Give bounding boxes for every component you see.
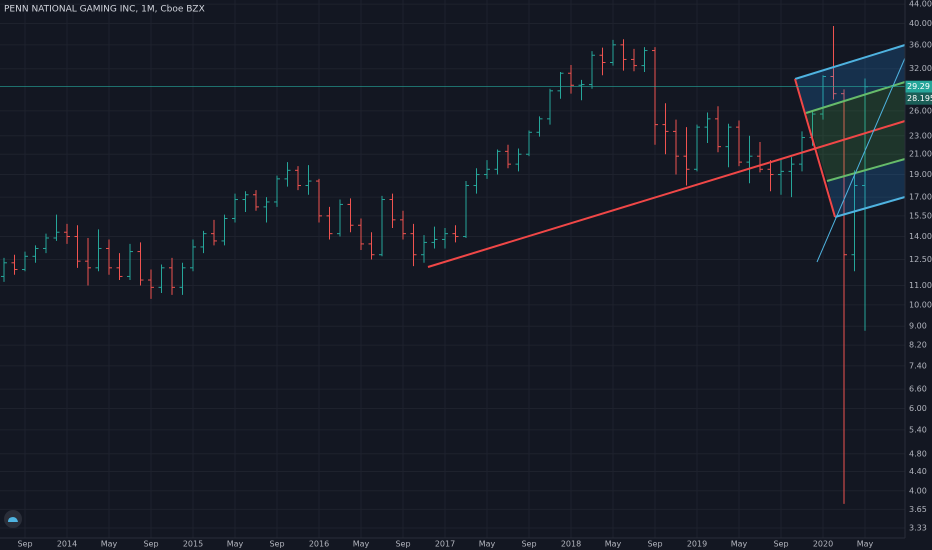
y-tick-label: 5.40 (909, 425, 927, 434)
last-price-box (905, 80, 932, 93)
x-tick-label: 2016 (309, 540, 329, 549)
x-tick-label: Sep (773, 540, 788, 549)
x-tick-label: Sep (143, 540, 158, 549)
y-tick-label: 14.00 (909, 232, 932, 241)
x-tick-label: Sep (521, 540, 536, 549)
y-tick-label: 6.60 (909, 385, 927, 394)
x-tick-label: Sep (395, 540, 410, 549)
y-tick-label: 40.00 (909, 19, 932, 28)
y-tick-label: 4.00 (909, 486, 927, 495)
x-tick-label: May (353, 540, 370, 549)
bars (1, 26, 868, 504)
x-tick-label: May (857, 540, 874, 549)
y-tick-label: 6.00 (909, 404, 927, 413)
x-tick-label: Sep (17, 540, 32, 549)
x-tick-label: 2014 (57, 540, 77, 549)
x-tick-label: Sep (269, 540, 284, 549)
y-tick-label: 11.00 (909, 281, 932, 290)
y-tick-label: 26.00 (909, 106, 932, 115)
y-tick-label: 23.00 (909, 131, 932, 140)
y-tick-label: 12.50 (909, 255, 932, 264)
x-tick-label: Sep (647, 540, 662, 549)
y-tick-label: 9.00 (909, 322, 927, 331)
chart-title: PENN NATIONAL GAMING INC, 1M, Cboe BZX (4, 5, 205, 15)
secondary-box (905, 92, 932, 105)
x-tick-label: May (731, 540, 748, 549)
y-tick-label: 10.00 (909, 300, 932, 309)
x-tick-label: May (227, 540, 244, 549)
y-tick-label: 32.00 (909, 64, 932, 73)
y-tick-label: 3.65 (909, 505, 927, 514)
y-tick-label: 7.40 (909, 361, 927, 370)
y-tick-label: 4.40 (909, 467, 927, 476)
x-tick-label: May (605, 540, 622, 549)
y-tick-label: 4.80 (909, 449, 927, 458)
last-price-label: 29.29 (907, 82, 930, 91)
x-tick-label: 2019 (687, 540, 707, 549)
y-tick-label: 21.00 (909, 150, 932, 159)
x-tick-label: May (101, 540, 118, 549)
y-tick-label: 3.33 (909, 524, 927, 533)
x-tick-label: 2018 (561, 540, 581, 549)
y-tick-label: 44.00 (909, 0, 932, 9)
secondary-label: 28.195 (907, 94, 932, 103)
logo-icon (8, 517, 18, 522)
y-tick-label: 19.00 (909, 170, 932, 179)
x-tick-label: 2020 (813, 540, 833, 549)
y-tick-label: 15.50 (909, 211, 932, 220)
pitchfork (427, 44, 906, 268)
x-tick-label: 2015 (183, 540, 203, 549)
y-tick-label: 17.00 (909, 193, 932, 202)
x-tick-label: May (479, 540, 496, 549)
y-tick-label: 36.00 (909, 40, 932, 49)
y-tick-label: 8.20 (909, 341, 927, 350)
x-tick-label: 2017 (435, 540, 455, 549)
